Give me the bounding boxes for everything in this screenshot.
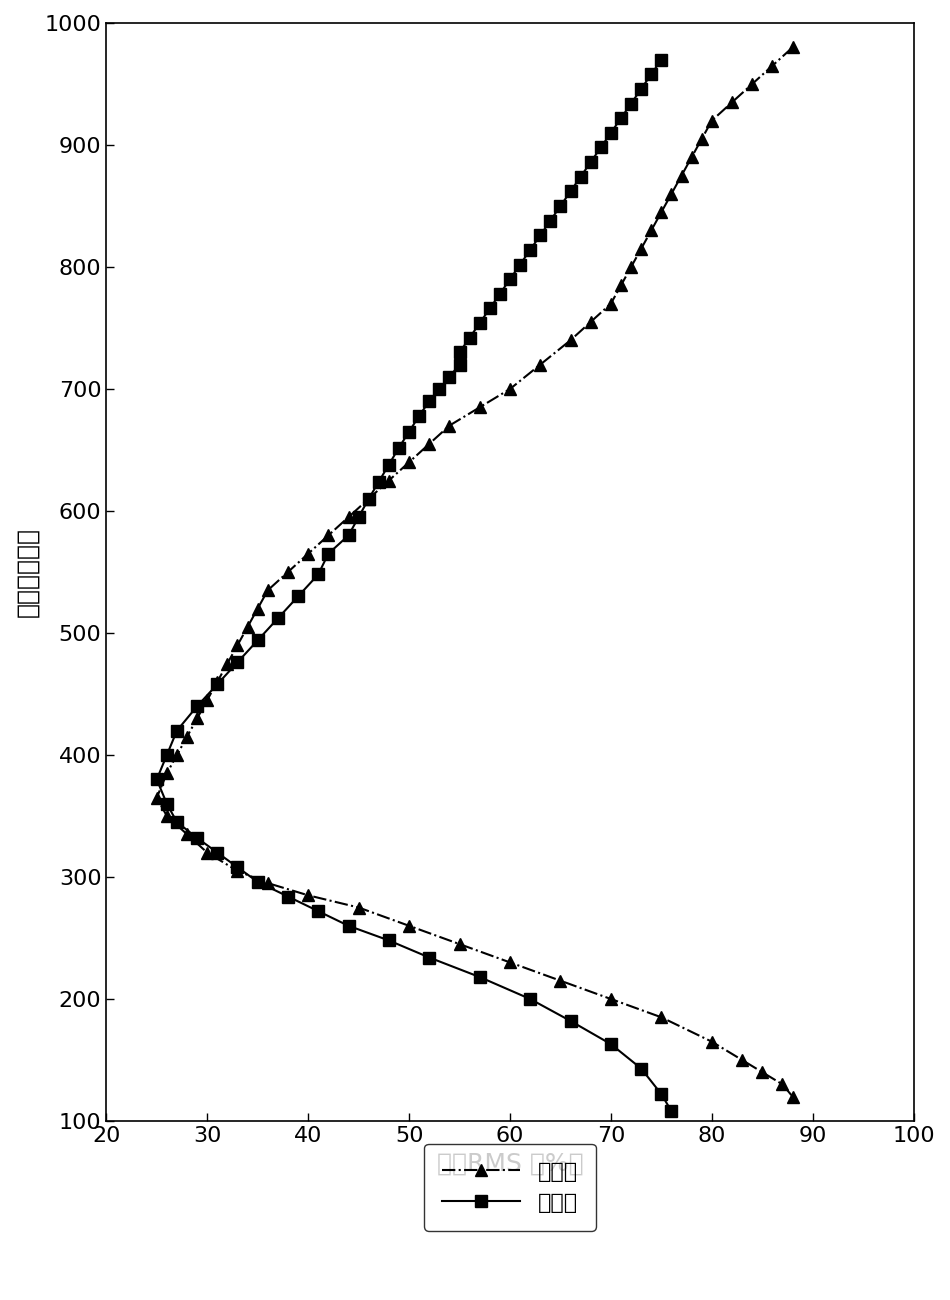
Legend: 现有的, 本发明: 现有的, 本发明 bbox=[425, 1144, 596, 1231]
Y-axis label: 高度（公里）: 高度（公里） bbox=[15, 526, 39, 618]
本发明 bbox=[656, 1087, 667, 1102]
现有的 bbox=[686, 150, 697, 165]
本发明 bbox=[656, 52, 667, 68]
本发明 bbox=[383, 932, 394, 948]
现有的 bbox=[656, 204, 667, 220]
本发明 bbox=[605, 125, 617, 140]
现有的 bbox=[787, 1089, 798, 1105]
现有的 bbox=[747, 77, 758, 92]
本发明 bbox=[666, 1104, 677, 1119]
现有的 bbox=[787, 39, 798, 55]
X-axis label: 相对RMS （%）: 相对RMS （%） bbox=[437, 1152, 583, 1175]
现有的 bbox=[252, 601, 263, 616]
Line: 现有的: 现有的 bbox=[150, 42, 799, 1102]
现有的 bbox=[181, 827, 193, 842]
本发明 bbox=[252, 633, 263, 649]
本发明 bbox=[494, 286, 505, 302]
Line: 本发明: 本发明 bbox=[150, 53, 677, 1118]
本发明 bbox=[535, 227, 546, 243]
现有的 bbox=[585, 315, 597, 330]
